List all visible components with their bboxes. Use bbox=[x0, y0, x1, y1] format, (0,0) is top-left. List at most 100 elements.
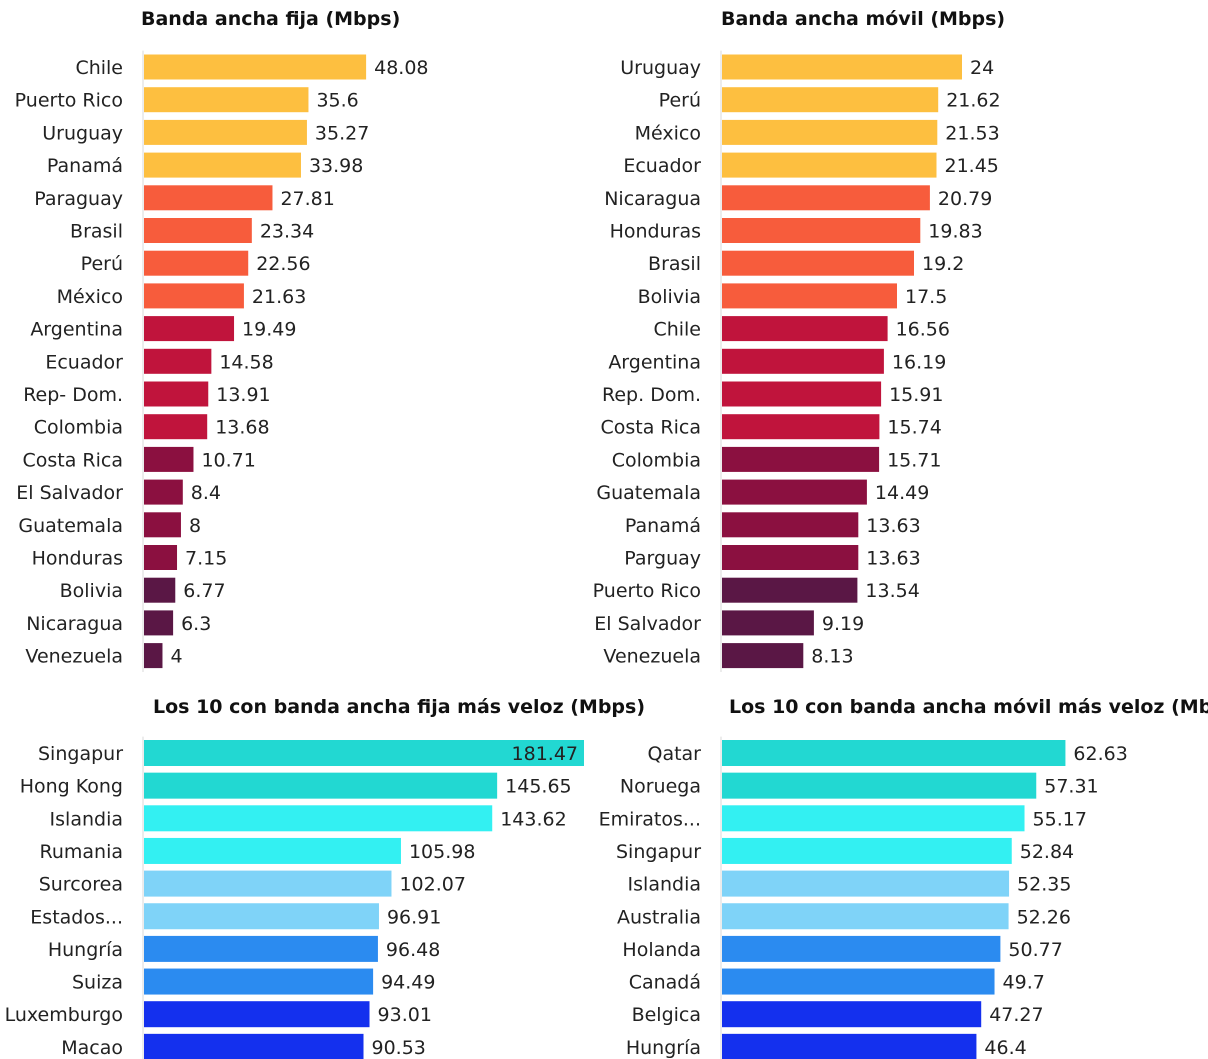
value-label: 145.65 bbox=[505, 776, 571, 798]
value-label: 13.91 bbox=[216, 384, 270, 406]
value-label: 20.79 bbox=[938, 188, 992, 210]
bar bbox=[722, 87, 939, 113]
bar bbox=[722, 610, 814, 636]
bar bbox=[144, 968, 374, 995]
category-label: Macao bbox=[61, 1037, 123, 1059]
category-label: Puerto Rico bbox=[15, 90, 123, 112]
value-label: 35.27 bbox=[315, 122, 369, 144]
category-label: Honduras bbox=[32, 548, 123, 570]
category-label: El Salvador bbox=[594, 613, 701, 635]
category-label: Nicaragua bbox=[26, 613, 123, 635]
chart-title: Banda ancha fija (Mbps) bbox=[141, 8, 400, 30]
category-label: Venezuela bbox=[25, 646, 123, 668]
bar bbox=[722, 577, 858, 603]
category-label: Argentina bbox=[30, 319, 123, 341]
bar bbox=[144, 545, 178, 570]
bar bbox=[144, 316, 235, 342]
category-label: Chile bbox=[75, 57, 123, 79]
value-label: 33.98 bbox=[309, 155, 363, 177]
category-label: Holanda bbox=[622, 939, 701, 961]
category-label: Hong Kong bbox=[20, 776, 123, 798]
bar bbox=[722, 446, 880, 472]
value-label: 9.19 bbox=[822, 613, 864, 635]
bar bbox=[144, 837, 401, 864]
bar bbox=[722, 218, 921, 243]
chart-panel-3: Los 10 con banda ancha fija más veloz (M… bbox=[5, 696, 645, 1059]
value-label: 105.98 bbox=[409, 841, 475, 863]
category-label: Colombia bbox=[612, 449, 701, 471]
bar bbox=[144, 643, 163, 669]
category-label: Colombia bbox=[34, 417, 123, 439]
bar bbox=[144, 577, 176, 603]
bar bbox=[722, 250, 914, 276]
category-label: Perú bbox=[81, 253, 123, 275]
bar bbox=[144, 283, 244, 309]
category-label: Brasil bbox=[648, 253, 701, 275]
value-label: 93.01 bbox=[378, 1004, 432, 1026]
value-label: 15.74 bbox=[887, 417, 941, 439]
category-label: Rep- Dom. bbox=[23, 384, 123, 406]
category-label: Uruguay bbox=[42, 122, 123, 144]
bar bbox=[722, 54, 962, 80]
category-label: Panamá bbox=[625, 515, 701, 537]
category-label: Uruguay bbox=[620, 57, 701, 79]
value-label: 96.91 bbox=[387, 906, 441, 928]
value-label: 55.17 bbox=[1033, 808, 1087, 830]
category-label: Australia bbox=[617, 906, 701, 928]
value-label: 8.4 bbox=[191, 482, 221, 504]
category-label: Bolivia bbox=[60, 580, 123, 602]
bar bbox=[144, 903, 379, 930]
category-label: Chile bbox=[653, 319, 701, 341]
bar bbox=[722, 414, 880, 440]
value-label: 52.26 bbox=[1017, 906, 1071, 928]
bar bbox=[722, 968, 995, 995]
category-label: Perú bbox=[659, 90, 701, 112]
bar bbox=[722, 316, 888, 342]
bar bbox=[144, 772, 498, 799]
bar bbox=[144, 870, 392, 897]
value-label: 6.3 bbox=[181, 613, 211, 635]
value-label: 49.7 bbox=[1003, 972, 1045, 994]
bar bbox=[722, 643, 804, 669]
bar bbox=[722, 348, 884, 374]
bar bbox=[144, 512, 181, 538]
bar bbox=[722, 479, 867, 505]
chart-panel-4: Los 10 con banda ancha móvil más veloz (… bbox=[599, 696, 1208, 1059]
value-label: 21.62 bbox=[946, 90, 1000, 112]
value-label: 14.58 bbox=[219, 351, 273, 373]
category-label: Bolivia bbox=[638, 286, 701, 308]
bar bbox=[722, 381, 882, 407]
category-label: Qatar bbox=[647, 743, 701, 765]
value-label: 16.19 bbox=[892, 351, 946, 373]
chart-panel-2: Banda ancha móvil (Mbps) Uruguay 24 Perú 21.… bbox=[593, 8, 1005, 672]
category-label: Estados... bbox=[30, 906, 123, 928]
bar bbox=[144, 348, 212, 374]
category-label: Paraguay bbox=[34, 188, 123, 210]
category-label: Hungría bbox=[48, 939, 123, 961]
value-label: 19.49 bbox=[242, 319, 296, 341]
bar bbox=[144, 119, 307, 145]
value-label: 94.49 bbox=[381, 972, 435, 994]
category-label: Guatemala bbox=[596, 482, 701, 504]
value-label: 16.56 bbox=[896, 319, 950, 341]
bar bbox=[722, 283, 897, 309]
value-label: 6.77 bbox=[183, 580, 225, 602]
category-label: Belgica bbox=[632, 1004, 701, 1026]
category-label: Singapur bbox=[616, 841, 701, 863]
value-label: 4 bbox=[170, 646, 182, 668]
value-label: 15.71 bbox=[887, 449, 941, 471]
category-label: Ecuador bbox=[623, 155, 701, 177]
category-label: Parguay bbox=[624, 548, 701, 570]
value-label: 8.13 bbox=[811, 646, 853, 668]
bar bbox=[144, 1033, 364, 1059]
chart-title: Banda ancha móvil (Mbps) bbox=[721, 8, 1005, 30]
chart-title: Los 10 con banda ancha fija más veloz (M… bbox=[153, 696, 645, 718]
bar bbox=[144, 740, 584, 766]
value-label: 19.83 bbox=[928, 221, 982, 243]
bar bbox=[144, 250, 249, 276]
bar bbox=[144, 218, 252, 243]
category-label: Singapur bbox=[38, 743, 123, 765]
bar bbox=[722, 512, 859, 538]
category-label: Rumania bbox=[39, 841, 123, 863]
